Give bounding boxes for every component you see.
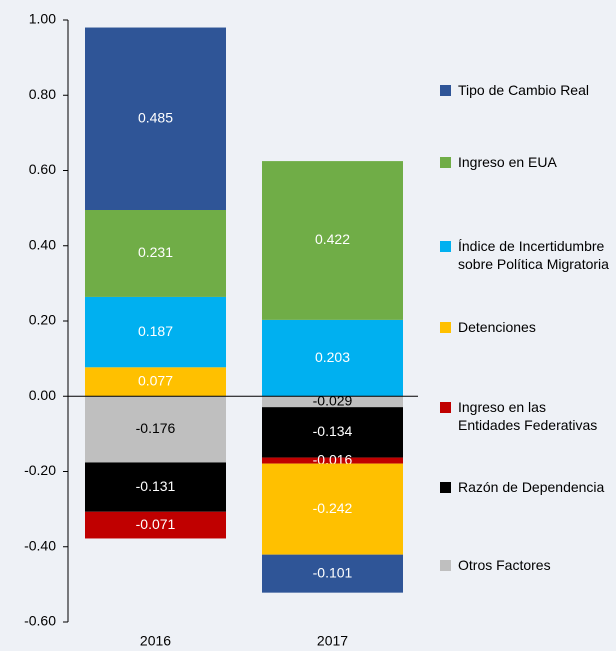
bar-segment [262, 319, 403, 397]
legend-label: Ingreso en EUA [458, 154, 557, 170]
value-label: 0.077 [138, 372, 173, 388]
y-tick-label: -0.60 [24, 613, 56, 629]
legend-swatch [440, 241, 451, 252]
value-label: -0.016 [313, 451, 353, 467]
bar-segment [85, 511, 226, 539]
bar-segment [85, 296, 226, 368]
bar-segment [262, 407, 403, 458]
legend-swatch [440, 85, 451, 96]
bar-segment [85, 210, 226, 297]
value-label: -0.071 [136, 516, 176, 532]
value-label: 0.187 [138, 323, 173, 339]
y-tick-label: 1.00 [29, 11, 56, 27]
legend-item: Tipo de Cambio Real [440, 81, 612, 99]
value-label: 0.231 [138, 244, 173, 260]
value-label: 0.485 [138, 109, 173, 125]
value-label: -0.101 [313, 564, 353, 580]
bar-segment [85, 27, 226, 211]
legend-item: Ingreso en las Entidades Federativas [440, 398, 612, 434]
y-tick-label: 0.00 [29, 387, 56, 403]
legend-swatch [440, 402, 451, 413]
value-label: -0.176 [136, 420, 176, 436]
y-tick-label: 0.80 [29, 86, 56, 102]
legend-swatch [440, 322, 451, 333]
legend-swatch [440, 157, 451, 168]
legend-label: Detenciones [458, 319, 536, 335]
legend-label: Tipo de Cambio Real [458, 82, 589, 98]
x-tick-label: 2017 [317, 633, 348, 649]
bar-segment [85, 396, 226, 463]
y-tick-label: 0.40 [29, 236, 56, 252]
bar-segment [262, 463, 403, 555]
bar-segment [85, 462, 226, 512]
legend-label: Razón de Dependencia [458, 479, 605, 495]
bar-segment [85, 367, 226, 397]
legend-label: Otros Factores [458, 557, 551, 573]
legend-item: Ingreso en EUA [440, 153, 612, 171]
legend-label: Índice de Incertidumbre sobre Política M… [458, 238, 609, 272]
value-label: 0.422 [315, 231, 350, 247]
y-tick-label: 0.60 [29, 161, 56, 177]
y-tick-label: 0.20 [29, 312, 56, 328]
bar-segment [262, 396, 403, 408]
value-label: 0.203 [315, 349, 350, 365]
x-tick-label: 2016 [140, 633, 171, 649]
bar-segment [262, 457, 403, 464]
value-label: -0.131 [136, 478, 176, 494]
bar-segment [262, 554, 403, 593]
bar-segment [262, 161, 403, 320]
legend-item: Índice de Incertidumbre sobre Política M… [440, 237, 612, 273]
value-label: -0.242 [313, 500, 353, 516]
legend-item: Otros Factores [440, 556, 612, 574]
legend-swatch [440, 482, 451, 493]
y-tick-label: -0.40 [24, 537, 56, 553]
legend-item: Razón de Dependencia [440, 478, 612, 496]
legend-swatch [440, 560, 451, 571]
value-label: -0.134 [313, 423, 353, 439]
legend-label: Ingreso en las Entidades Federativas [458, 399, 598, 433]
legend-item: Detenciones [440, 318, 612, 336]
y-tick-label: -0.20 [24, 462, 56, 478]
